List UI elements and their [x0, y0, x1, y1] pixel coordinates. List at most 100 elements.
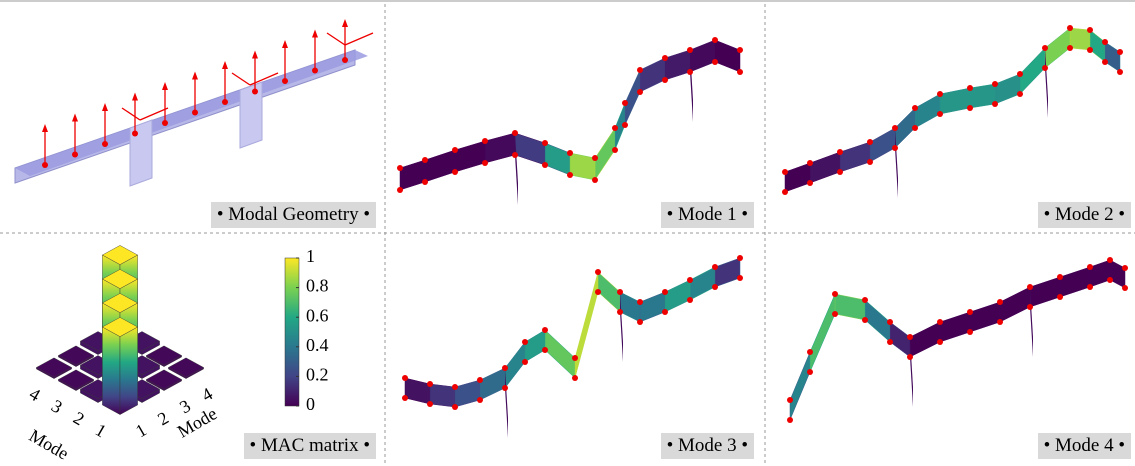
sensor — [402, 375, 408, 381]
mode-surface — [455, 141, 485, 172]
sensor — [787, 417, 793, 423]
arrow-head — [252, 51, 258, 59]
sensor — [997, 319, 1003, 325]
sensor — [102, 141, 108, 147]
sensor — [1087, 284, 1093, 290]
sensor — [787, 397, 793, 403]
mode-surface — [625, 70, 640, 125]
sensor — [422, 157, 428, 163]
sensor — [1102, 39, 1108, 45]
sensor — [1042, 45, 1048, 51]
sensor — [837, 169, 843, 175]
sensor — [477, 397, 483, 403]
pier — [130, 120, 152, 186]
sensor — [967, 329, 973, 335]
sensor — [1057, 294, 1063, 300]
sensor — [617, 309, 623, 315]
sensor — [622, 100, 628, 106]
mode-surface — [480, 368, 505, 400]
sensor — [397, 165, 403, 171]
colorbar-tick-label: 0.4 — [306, 335, 329, 355]
sensor — [1017, 71, 1023, 77]
sensor — [637, 89, 643, 95]
sensor — [612, 125, 618, 131]
sensor — [637, 67, 643, 73]
sensor — [997, 299, 1003, 305]
mode-surface — [690, 40, 715, 72]
sensor — [192, 110, 198, 116]
mode-surface — [1030, 277, 1060, 307]
sensor — [567, 172, 573, 178]
sensor — [807, 160, 813, 166]
sensor — [222, 99, 228, 105]
mode-surface — [1000, 287, 1030, 322]
sensor — [427, 381, 433, 387]
sensor — [712, 37, 718, 43]
sensor — [637, 299, 643, 305]
mode-surface — [425, 150, 455, 182]
sensor — [832, 311, 838, 317]
sensor — [712, 59, 718, 65]
sensor — [595, 269, 601, 275]
sensor — [1067, 25, 1073, 31]
sensor — [132, 131, 138, 137]
mac-row-tick: 4 — [26, 383, 44, 405]
sensor — [887, 339, 893, 345]
mode-surface — [1045, 28, 1070, 68]
mode-surface — [715, 258, 740, 287]
sensor — [1107, 257, 1113, 263]
mode-surface — [790, 352, 810, 420]
mode-surface — [1105, 42, 1120, 72]
sensor — [937, 319, 943, 325]
sensor — [542, 347, 548, 353]
sensor — [42, 162, 48, 168]
sensor — [622, 122, 628, 128]
mode-surface — [525, 330, 545, 362]
sensor — [662, 309, 668, 315]
mode-surface — [995, 74, 1020, 104]
arrow-head — [282, 40, 288, 48]
arrow-head — [72, 114, 78, 122]
sensor — [737, 255, 743, 261]
arrow-head — [192, 72, 198, 80]
sensor — [907, 334, 913, 340]
sensor — [1117, 49, 1123, 55]
sensor — [912, 125, 918, 131]
sensor — [967, 85, 973, 91]
sensor — [452, 384, 458, 390]
mode-surface — [810, 152, 840, 183]
sensor — [1017, 91, 1023, 97]
sensor — [867, 139, 873, 145]
sensor — [252, 89, 258, 95]
colorbar-tick-label: 0 — [306, 394, 315, 414]
sensor — [782, 189, 788, 195]
sensor — [967, 105, 973, 111]
panel-label: • Mode 3 • — [661, 433, 754, 459]
mode-surface — [785, 163, 810, 192]
sensor — [522, 359, 528, 365]
sensor — [662, 77, 668, 83]
sensor — [72, 152, 78, 158]
sensor — [617, 289, 623, 295]
panel-label: • Modal Geometry • — [211, 202, 376, 228]
sensor — [687, 47, 693, 53]
mode-surface — [915, 94, 940, 128]
sensor — [712, 284, 718, 290]
sensor — [737, 47, 743, 53]
sensor — [662, 289, 668, 295]
mac-bar-left — [102, 327, 120, 415]
arrow-head — [132, 93, 138, 101]
sensor — [687, 69, 693, 75]
mode-surface — [1090, 260, 1110, 287]
sensor — [687, 297, 693, 303]
sensor — [542, 162, 548, 168]
sensor — [482, 160, 488, 166]
mode-surface — [665, 50, 690, 80]
mode-surface — [840, 142, 870, 172]
sensor — [422, 179, 428, 185]
colorbar-tick-label: 1 — [306, 246, 315, 266]
sensor — [662, 55, 668, 61]
mode-surface — [405, 378, 430, 404]
sensor — [1027, 284, 1033, 290]
mode-surface — [1020, 48, 1045, 94]
